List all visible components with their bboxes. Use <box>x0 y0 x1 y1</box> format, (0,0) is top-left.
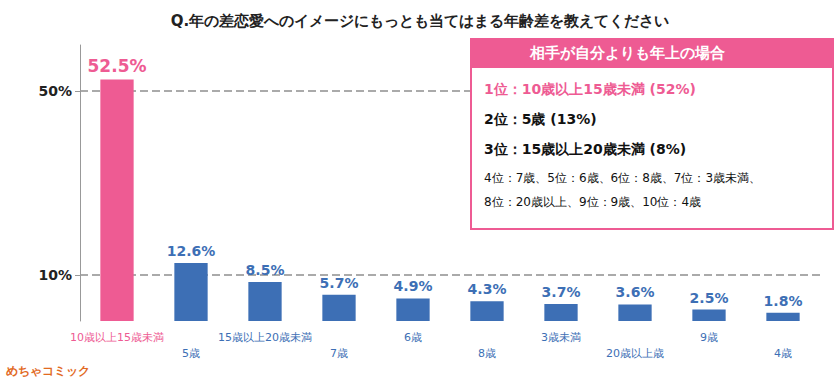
svg-text:4歳: 4歳 <box>774 347 792 360</box>
svg-text:8.5%: 8.5% <box>246 262 285 278</box>
svg-text:相手が自分よりも年上の場合: 相手が自分よりも年上の場合 <box>529 44 725 62</box>
svg-text:5.7%: 5.7% <box>320 275 359 291</box>
svg-text:4位：7歳、5位：6歳、6位：8歳、7位：3歳未満、: 4位：7歳、5位：6歳、6位：8歳、7位：3歳未満、 <box>484 171 761 185</box>
svg-text:4.9%: 4.9% <box>394 278 433 294</box>
svg-text:2位：5歳 (13%): 2位：5歳 (13%) <box>484 111 597 127</box>
svg-text:めちゃコミック: めちゃコミック <box>6 364 90 378</box>
svg-text:5歳: 5歳 <box>182 347 200 360</box>
svg-text:6歳: 6歳 <box>404 331 422 344</box>
svg-text:2.5%: 2.5% <box>690 290 729 306</box>
svg-text:50%: 50% <box>38 83 72 99</box>
svg-text:52.5%: 52.5% <box>88 56 147 76</box>
svg-text:10%: 10% <box>38 267 72 283</box>
svg-text:20歳以上歳: 20歳以上歳 <box>606 347 664 360</box>
svg-text:3位：15歳以上20歳未満 (8%): 3位：15歳以上20歳未満 (8%) <box>484 141 686 157</box>
svg-text:9歳: 9歳 <box>700 331 718 344</box>
svg-text:Q.年の差恋愛へのイメージにもっとも当てはまる年齢差を教えて: Q.年の差恋愛へのイメージにもっとも当てはまる年齢差を教えてください <box>171 12 669 30</box>
svg-text:4.3%: 4.3% <box>468 281 507 297</box>
svg-text:3.7%: 3.7% <box>542 284 581 300</box>
svg-text:8歳: 8歳 <box>478 347 496 360</box>
svg-text:8位：20歳以上、9位：9歳、10位：4歳: 8位：20歳以上、9位：9歳、10位：4歳 <box>484 195 701 209</box>
svg-text:1.8%: 1.8% <box>764 293 803 309</box>
svg-text:12.6%: 12.6% <box>167 243 216 259</box>
svg-text:7歳: 7歳 <box>330 347 348 360</box>
svg-text:10歳以上15歳未満: 10歳以上15歳未満 <box>70 331 164 344</box>
svg-text:15歳以上20歳未満: 15歳以上20歳未満 <box>218 331 312 344</box>
svg-text:1位：10歳以上15歳未満 (52%): 1位：10歳以上15歳未満 (52%) <box>484 81 696 97</box>
svg-text:3.6%: 3.6% <box>616 284 655 300</box>
svg-text:3歳未満: 3歳未満 <box>541 331 581 344</box>
